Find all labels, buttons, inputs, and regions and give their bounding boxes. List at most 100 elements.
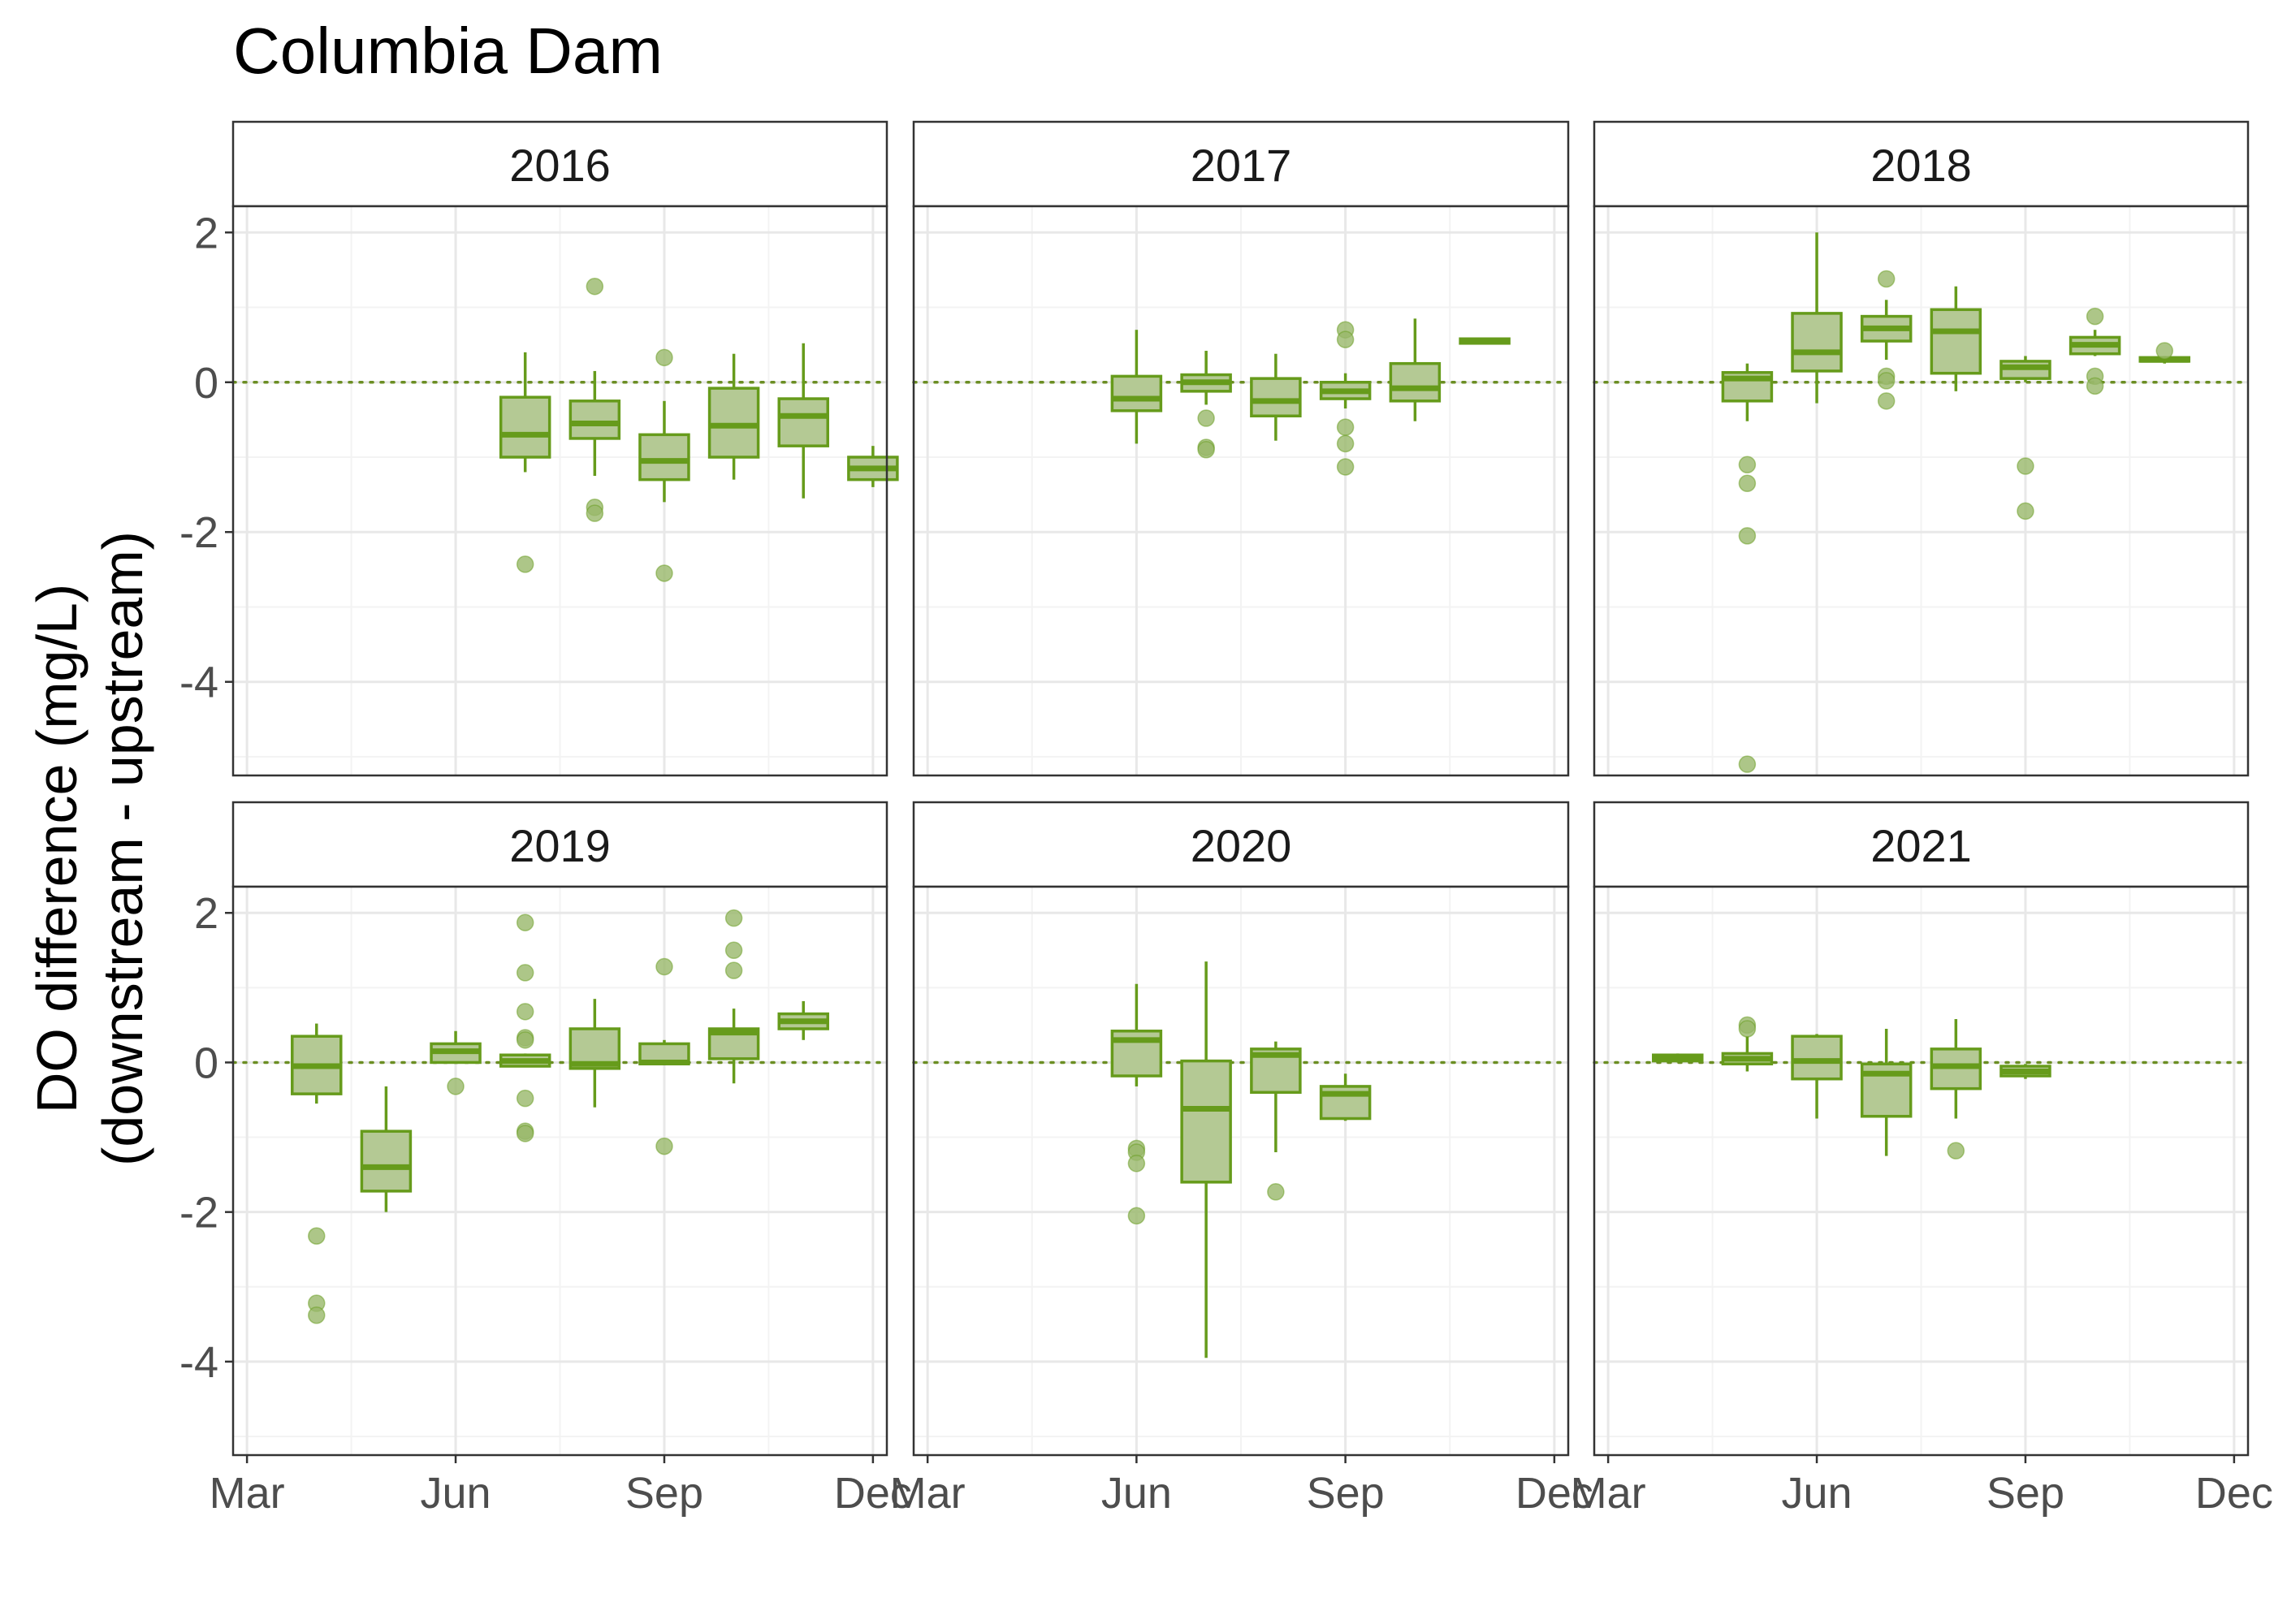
box-iqr (1791, 1034, 1843, 1081)
facet-panel-2020: 2020 Mar Jun Sep Dec (890, 801, 1593, 1518)
box-2021-2 (1791, 1034, 1843, 1119)
facet-panel-2018: 2018 (1593, 120, 2250, 777)
outlier-point (1336, 418, 1355, 436)
outlier-point (1738, 527, 1757, 545)
facet-strip (912, 120, 1570, 208)
box-2018-3 (1930, 286, 1982, 391)
box-2018-0 (1721, 363, 1774, 773)
outlier-point (1738, 456, 1757, 473)
y-axis-title-line1: DO difference (mg/L) (25, 584, 89, 1113)
facet-strip-label: 2018 (1870, 140, 1972, 191)
box-iqr (360, 1129, 413, 1193)
x-tick-label: Jun (1782, 1469, 1852, 1518)
box-iqr (777, 397, 829, 447)
outlier-point (1127, 1155, 1146, 1173)
facet-strip-label: 2017 (1191, 140, 1292, 191)
outlier-point (1738, 1020, 1757, 1038)
facet-panel-2017: 2017 (912, 120, 1570, 777)
outlier-point (724, 909, 743, 927)
panel-border (912, 885, 1570, 1457)
outlier-point (586, 504, 604, 522)
panel-border (1593, 205, 2250, 777)
box-2016-4 (777, 343, 829, 499)
facet-strip (231, 120, 888, 208)
box-2018-2 (1860, 270, 1913, 410)
outlier-point (516, 1031, 534, 1049)
box-2016-5 (847, 446, 899, 487)
facet-strip-label: 2020 (1191, 820, 1292, 871)
x-tick-label: Mar (890, 1469, 966, 1518)
box-iqr (707, 387, 760, 459)
box-2019-1 (360, 1086, 413, 1212)
outlier-point (447, 1078, 465, 1095)
box-2016-0 (499, 352, 551, 573)
box-2021-1 (1721, 1016, 1774, 1072)
y-axis-title-line2: (downstream - upstream) (91, 531, 154, 1166)
outlier-point (516, 555, 534, 573)
outlier-point (724, 941, 743, 960)
y-tick-label: 0 (194, 1039, 218, 1087)
x-tick-label: Mar (1571, 1469, 1646, 1518)
facet-panel-2021: 2021 Mar Jun Sep Dec (1571, 801, 2273, 1518)
box-2019-3 (499, 914, 551, 1142)
outlier-point (1738, 474, 1757, 493)
x-tick-label: Sep (1987, 1469, 2064, 1518)
box-2018-4 (1999, 356, 2051, 520)
outlier-point (1197, 441, 1215, 459)
outlier-point (1336, 434, 1355, 453)
box-iqr (1180, 1059, 1232, 1184)
panel-border (1593, 885, 2250, 1457)
x-tick-label: Jun (1101, 1469, 1172, 1518)
facet-strip (1593, 120, 2250, 208)
outlier-point (1947, 1142, 1965, 1160)
box-2017-2 (1250, 353, 1302, 441)
facet-strip-label: 2019 (509, 820, 611, 871)
outlier-point (2155, 342, 2173, 360)
box-iqr (1389, 361, 1442, 403)
chart-title: Columbia Dam (233, 15, 663, 87)
y-tick-label: -2 (179, 1189, 218, 1237)
panel-border (231, 885, 888, 1457)
box-2018-5 (2069, 307, 2121, 395)
box-2017-4 (1389, 318, 1442, 421)
outlier-point (308, 1227, 326, 1245)
facet-strip-label: 2016 (509, 140, 611, 191)
y-tick-label: 2 (194, 889, 218, 938)
box-2018-6 (2138, 342, 2190, 364)
box-2020-0 (1110, 983, 1163, 1225)
box-2019-6 (707, 909, 760, 1084)
box-2016-2 (638, 348, 690, 582)
box-iqr (1930, 308, 1982, 375)
outlier-point (516, 1003, 534, 1021)
box-2020-3 (1319, 1073, 1372, 1121)
x-tick-label: Sep (1307, 1469, 1385, 1518)
outlier-point (655, 1137, 673, 1155)
facet-panel-2016: 2016 2 0 -2 -4 (179, 120, 899, 777)
panel-border (912, 205, 1570, 777)
outlier-point (655, 564, 673, 582)
outlier-point (724, 961, 743, 979)
box-2021-3 (1860, 1029, 1913, 1156)
outlier-point (1877, 392, 1896, 410)
y-axis-title: DO difference (mg/L) (downstream - upstr… (25, 531, 154, 1166)
outlier-point (2086, 377, 2104, 395)
box-2019-5 (638, 957, 690, 1155)
x-tick-label: Dec (2195, 1469, 2273, 1518)
outlier-point (1877, 270, 1896, 288)
outlier-point (2017, 502, 2034, 520)
outlier-point (1336, 330, 1355, 348)
box-2020-2 (1250, 1041, 1302, 1201)
y-tick-label: -4 (179, 659, 218, 707)
box-iqr (568, 400, 621, 440)
y-tick-label: 2 (194, 209, 218, 257)
box-2017-3 (1319, 321, 1372, 476)
outlier-point (2086, 307, 2104, 326)
box-iqr (1110, 374, 1163, 412)
box-2019-0 (291, 1023, 343, 1324)
box-2018-1 (1791, 232, 1843, 404)
outlier-point (586, 277, 604, 296)
box-2019-2 (430, 1030, 482, 1095)
x-tick-label: Mar (210, 1469, 285, 1518)
box-2019-7 (777, 1000, 829, 1040)
